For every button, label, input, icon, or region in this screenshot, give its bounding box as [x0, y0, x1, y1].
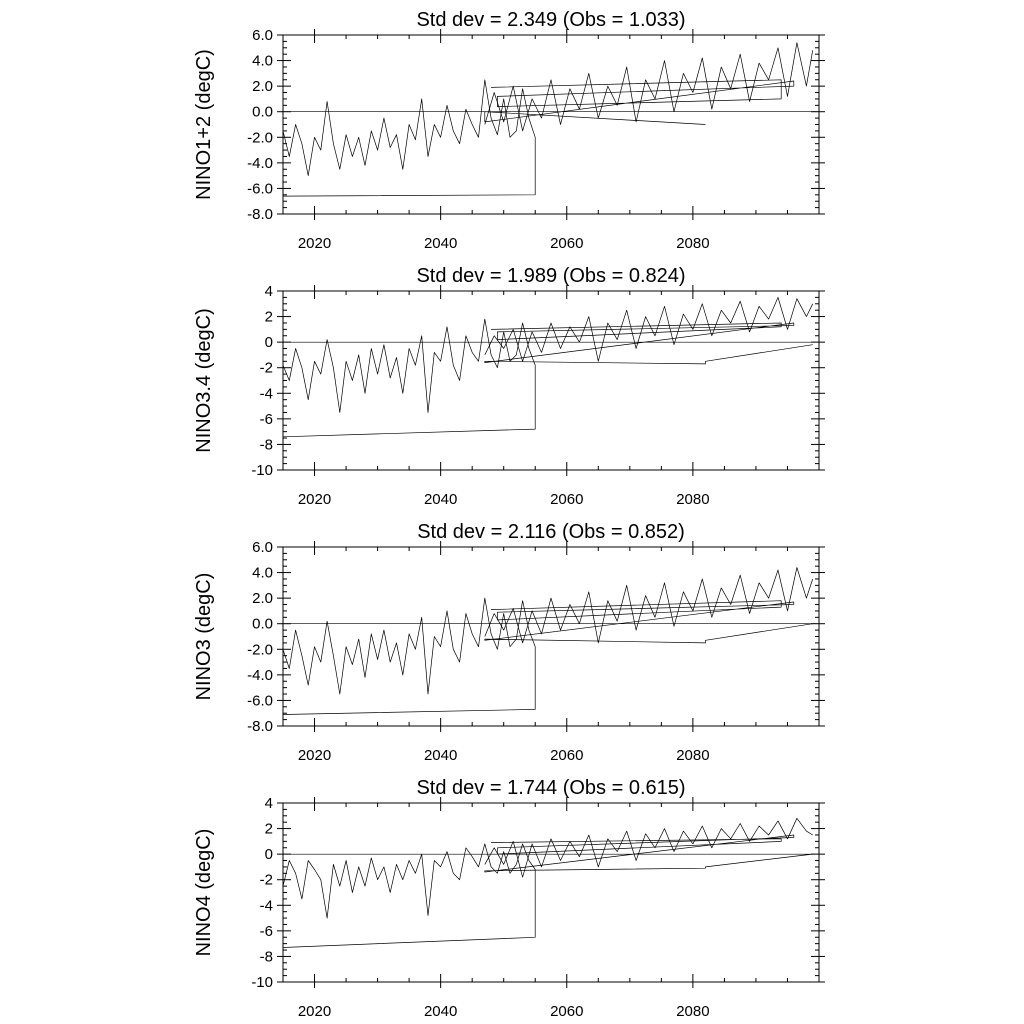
y-tick-label: 2: [265, 309, 273, 326]
y-tick-label: 0.0: [252, 616, 273, 633]
y-tick-label: -10: [251, 462, 273, 479]
y-tick-label: -6: [260, 411, 273, 428]
panel-nino3: Std dev = 2.116 (Obs = 0.852) NINO3 (degC…: [193, 521, 825, 764]
y-tick-label: 6.0: [252, 539, 273, 556]
y-tick-label: 4.0: [252, 565, 273, 582]
y-tick-label: -8.0: [247, 206, 273, 223]
y-tick-label: 2.0: [252, 78, 273, 95]
x-tick-label: 2040: [424, 491, 457, 508]
plot-frame: [282, 546, 820, 727]
y-tick-label: 2: [265, 821, 273, 838]
y-tick-label: -4.0: [247, 667, 273, 684]
y-tick-label: -2.0: [247, 129, 273, 146]
panel-title: Std dev = 2.349 (Obs = 1.033): [416, 9, 685, 31]
y-axis-label: NINO3.4 (degC): [193, 308, 215, 453]
x-tick-label: 2060: [550, 235, 583, 252]
y-tick-label: 0: [265, 334, 273, 351]
y-tick-label: -2.0: [247, 641, 273, 658]
y-tick-label: -2: [260, 360, 273, 377]
y-tick-label: -2: [260, 872, 273, 889]
y-tick-label: 4: [265, 795, 273, 812]
series-line-3: [484, 79, 795, 125]
x-tick-label: 2060: [550, 1003, 583, 1020]
series-line-1: [282, 597, 536, 715]
x-tick-label: 2060: [550, 747, 583, 764]
y-axis-label: NINO3 (degC): [193, 573, 215, 701]
y-axis-label: NINO1+2 (degC): [193, 49, 215, 200]
x-tick-label: 2040: [424, 1003, 457, 1020]
y-tick-label: -4: [260, 897, 273, 914]
y-tick-label: -6.0: [247, 180, 273, 197]
series-line-2: [484, 297, 814, 362]
y-tick-label: 4: [265, 283, 273, 300]
y-tick-label: 6.0: [252, 27, 273, 44]
series-line-1: [282, 318, 536, 438]
x-tick-label: 2020: [298, 747, 331, 764]
y-tick-label: -8: [260, 948, 273, 965]
panel-title: Std dev = 1.989 (Obs = 0.824): [416, 265, 685, 287]
plot-frame: [282, 34, 820, 215]
series-line-1: [282, 843, 536, 948]
panel-title: Std dev = 1.744 (Obs = 0.615): [416, 777, 685, 799]
x-tick-label: 2040: [424, 747, 457, 764]
x-tick-label: 2080: [676, 235, 709, 252]
y-tick-label: 0.0: [252, 104, 273, 121]
x-tick-label: 2020: [298, 491, 331, 508]
x-tick-label: 2020: [298, 1003, 331, 1020]
series-line-1: [282, 79, 536, 197]
y-tick-label: -6: [260, 923, 273, 940]
x-tick-label: 2080: [676, 747, 709, 764]
x-tick-label: 2040: [424, 235, 457, 252]
y-axis-label: NINO4 (degC): [193, 829, 215, 957]
series-line-3: [484, 834, 813, 873]
y-tick-label: -8: [260, 436, 273, 453]
series-line-2: [484, 567, 814, 644]
series-line-3: [484, 322, 813, 365]
y-tick-label: 2.0: [252, 590, 273, 607]
panel-nino12: Std dev = 2.349 (Obs = 1.033) NINO1+2 (de…: [193, 9, 825, 252]
panel-title: Std dev = 2.116 (Obs = 0.852): [417, 521, 685, 543]
y-tick-label: -4.0: [247, 155, 273, 172]
x-tick-label: 2080: [676, 1003, 709, 1020]
y-tick-label: -8.0: [247, 718, 273, 735]
x-tick-label: 2060: [550, 491, 583, 508]
y-tick-label: 4.0: [252, 53, 273, 70]
y-tick-label: -4: [260, 385, 273, 402]
panel-nino34: Std dev = 1.989 (Obs = 0.824) NINO3.4 (de…: [193, 265, 825, 508]
y-tick-label: -10: [251, 974, 273, 991]
y-tick-label: 0: [265, 846, 273, 863]
series-line-3: [484, 600, 813, 644]
x-tick-label: 2080: [676, 491, 709, 508]
plot-frame: [282, 290, 820, 471]
plot-frame: [282, 802, 820, 983]
series-line-2: [484, 42, 814, 132]
x-tick-label: 2020: [298, 235, 331, 252]
y-tick-label: -6.0: [247, 692, 273, 709]
panel-nino4: Std dev = 1.744 (Obs = 0.615) NINO4 (degC…: [193, 777, 825, 1020]
